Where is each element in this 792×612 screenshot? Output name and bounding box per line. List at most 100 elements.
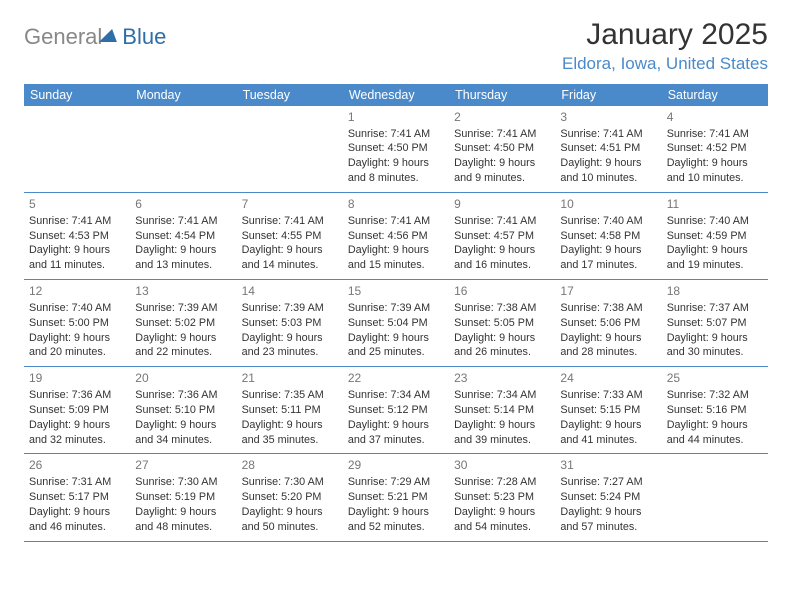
month-title: January 2025 <box>562 18 768 52</box>
day-number: 18 <box>667 283 763 300</box>
day-number: 28 <box>242 457 338 474</box>
daylight-line: Daylight: 9 hours and 8 minutes. <box>348 156 444 186</box>
calendar-day-cell: 26Sunrise: 7:31 AMSunset: 5:17 PMDayligh… <box>24 454 130 541</box>
sunset-line: Sunset: 5:24 PM <box>560 490 656 505</box>
calendar-day-cell: 27Sunrise: 7:30 AMSunset: 5:19 PMDayligh… <box>130 454 236 541</box>
day-header: Thursday <box>449 84 555 106</box>
sunset-line: Sunset: 5:11 PM <box>242 403 338 418</box>
sunset-line: Sunset: 4:50 PM <box>348 141 444 156</box>
day-number: 8 <box>348 196 444 213</box>
calendar-day-cell: 12Sunrise: 7:40 AMSunset: 5:00 PMDayligh… <box>24 280 130 367</box>
daylight-line: Daylight: 9 hours and 39 minutes. <box>454 418 550 448</box>
day-header: Sunday <box>24 84 130 106</box>
sunrise-line: Sunrise: 7:34 AM <box>348 388 444 403</box>
calendar-day-cell: 16Sunrise: 7:38 AMSunset: 5:05 PMDayligh… <box>449 280 555 367</box>
sunrise-line: Sunrise: 7:27 AM <box>560 475 656 490</box>
day-header: Tuesday <box>237 84 343 106</box>
calendar-day-cell: 17Sunrise: 7:38 AMSunset: 5:06 PMDayligh… <box>555 280 661 367</box>
daylight-line: Daylight: 9 hours and 17 minutes. <box>560 243 656 273</box>
sunrise-line: Sunrise: 7:38 AM <box>560 301 656 316</box>
sunrise-line: Sunrise: 7:29 AM <box>348 475 444 490</box>
sunrise-line: Sunrise: 7:40 AM <box>29 301 125 316</box>
day-number: 24 <box>560 370 656 387</box>
daylight-line: Daylight: 9 hours and 13 minutes. <box>135 243 231 273</box>
logo-text-general: General <box>24 24 102 50</box>
calendar-day-cell: 21Sunrise: 7:35 AMSunset: 5:11 PMDayligh… <box>237 367 343 454</box>
calendar-day-cell: 15Sunrise: 7:39 AMSunset: 5:04 PMDayligh… <box>343 280 449 367</box>
sunrise-line: Sunrise: 7:32 AM <box>667 388 763 403</box>
logo-text-blue: Blue <box>122 24 166 50</box>
calendar-day-cell: 7Sunrise: 7:41 AMSunset: 4:55 PMDaylight… <box>237 193 343 280</box>
sunset-line: Sunset: 4:59 PM <box>667 229 763 244</box>
sunset-line: Sunset: 5:17 PM <box>29 490 125 505</box>
sunset-line: Sunset: 5:10 PM <box>135 403 231 418</box>
sunrise-line: Sunrise: 7:41 AM <box>560 127 656 142</box>
sunrise-line: Sunrise: 7:39 AM <box>135 301 231 316</box>
daylight-line: Daylight: 9 hours and 9 minutes. <box>454 156 550 186</box>
sunset-line: Sunset: 4:50 PM <box>454 141 550 156</box>
sunset-line: Sunset: 4:53 PM <box>29 229 125 244</box>
page-header: General Blue January 2025 Eldora, Iowa, … <box>24 18 768 74</box>
calendar-day-cell: 10Sunrise: 7:40 AMSunset: 4:58 PMDayligh… <box>555 193 661 280</box>
calendar-day-cell: 29Sunrise: 7:29 AMSunset: 5:21 PMDayligh… <box>343 454 449 541</box>
sunrise-line: Sunrise: 7:39 AM <box>242 301 338 316</box>
daylight-line: Daylight: 9 hours and 52 minutes. <box>348 505 444 535</box>
sunset-line: Sunset: 5:12 PM <box>348 403 444 418</box>
day-number: 27 <box>135 457 231 474</box>
daylight-line: Daylight: 9 hours and 30 minutes. <box>667 331 763 361</box>
sunset-line: Sunset: 5:07 PM <box>667 316 763 331</box>
daylight-line: Daylight: 9 hours and 54 minutes. <box>454 505 550 535</box>
daylight-line: Daylight: 9 hours and 50 minutes. <box>242 505 338 535</box>
calendar-day-cell: 2Sunrise: 7:41 AMSunset: 4:50 PMDaylight… <box>449 106 555 193</box>
daylight-line: Daylight: 9 hours and 15 minutes. <box>348 243 444 273</box>
calendar-table: SundayMondayTuesdayWednesdayThursdayFrid… <box>24 84 768 542</box>
sunset-line: Sunset: 5:02 PM <box>135 316 231 331</box>
calendar-empty-cell <box>237 106 343 193</box>
sunrise-line: Sunrise: 7:39 AM <box>348 301 444 316</box>
location-text: Eldora, Iowa, United States <box>562 54 768 74</box>
day-number: 3 <box>560 109 656 126</box>
calendar-day-cell: 25Sunrise: 7:32 AMSunset: 5:16 PMDayligh… <box>662 367 768 454</box>
daylight-line: Daylight: 9 hours and 57 minutes. <box>560 505 656 535</box>
calendar-day-cell: 30Sunrise: 7:28 AMSunset: 5:23 PMDayligh… <box>449 454 555 541</box>
calendar-day-cell: 11Sunrise: 7:40 AMSunset: 4:59 PMDayligh… <box>662 193 768 280</box>
sunrise-line: Sunrise: 7:37 AM <box>667 301 763 316</box>
day-number: 16 <box>454 283 550 300</box>
daylight-line: Daylight: 9 hours and 20 minutes. <box>29 331 125 361</box>
calendar-day-cell: 8Sunrise: 7:41 AMSunset: 4:56 PMDaylight… <box>343 193 449 280</box>
daylight-line: Daylight: 9 hours and 28 minutes. <box>560 331 656 361</box>
day-number: 31 <box>560 457 656 474</box>
sunrise-line: Sunrise: 7:41 AM <box>242 214 338 229</box>
calendar-day-cell: 5Sunrise: 7:41 AMSunset: 4:53 PMDaylight… <box>24 193 130 280</box>
day-number: 17 <box>560 283 656 300</box>
sunset-line: Sunset: 5:14 PM <box>454 403 550 418</box>
sunset-line: Sunset: 4:58 PM <box>560 229 656 244</box>
calendar-day-cell: 28Sunrise: 7:30 AMSunset: 5:20 PMDayligh… <box>237 454 343 541</box>
sunset-line: Sunset: 5:23 PM <box>454 490 550 505</box>
sunset-line: Sunset: 5:03 PM <box>242 316 338 331</box>
calendar-day-cell: 20Sunrise: 7:36 AMSunset: 5:10 PMDayligh… <box>130 367 236 454</box>
sunset-line: Sunset: 4:57 PM <box>454 229 550 244</box>
sunset-line: Sunset: 4:54 PM <box>135 229 231 244</box>
calendar-day-cell: 31Sunrise: 7:27 AMSunset: 5:24 PMDayligh… <box>555 454 661 541</box>
calendar-day-cell: 14Sunrise: 7:39 AMSunset: 5:03 PMDayligh… <box>237 280 343 367</box>
sunrise-line: Sunrise: 7:41 AM <box>348 127 444 142</box>
sunset-line: Sunset: 5:04 PM <box>348 316 444 331</box>
sunrise-line: Sunrise: 7:40 AM <box>560 214 656 229</box>
sunset-line: Sunset: 4:55 PM <box>242 229 338 244</box>
calendar-body: 1Sunrise: 7:41 AMSunset: 4:50 PMDaylight… <box>24 106 768 541</box>
calendar-day-cell: 6Sunrise: 7:41 AMSunset: 4:54 PMDaylight… <box>130 193 236 280</box>
sunset-line: Sunset: 5:06 PM <box>560 316 656 331</box>
calendar-day-cell: 13Sunrise: 7:39 AMSunset: 5:02 PMDayligh… <box>130 280 236 367</box>
calendar-day-cell: 19Sunrise: 7:36 AMSunset: 5:09 PMDayligh… <box>24 367 130 454</box>
daylight-line: Daylight: 9 hours and 44 minutes. <box>667 418 763 448</box>
calendar-day-cell: 22Sunrise: 7:34 AMSunset: 5:12 PMDayligh… <box>343 367 449 454</box>
sunset-line: Sunset: 4:51 PM <box>560 141 656 156</box>
sunrise-line: Sunrise: 7:30 AM <box>135 475 231 490</box>
calendar-week-row: 19Sunrise: 7:36 AMSunset: 5:09 PMDayligh… <box>24 367 768 454</box>
calendar-week-row: 1Sunrise: 7:41 AMSunset: 4:50 PMDaylight… <box>24 106 768 193</box>
daylight-line: Daylight: 9 hours and 22 minutes. <box>135 331 231 361</box>
daylight-line: Daylight: 9 hours and 32 minutes. <box>29 418 125 448</box>
daylight-line: Daylight: 9 hours and 41 minutes. <box>560 418 656 448</box>
sunset-line: Sunset: 5:05 PM <box>454 316 550 331</box>
